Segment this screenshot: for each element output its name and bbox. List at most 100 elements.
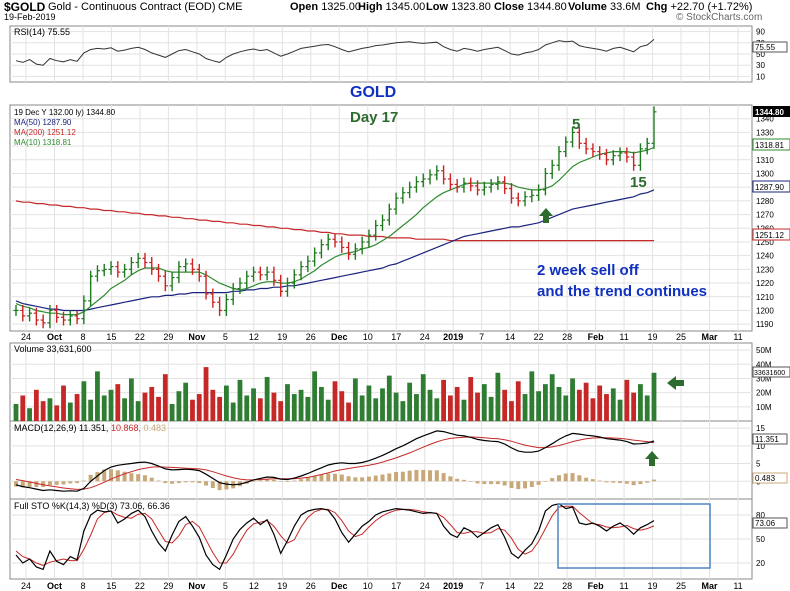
macd-hist-bar	[47, 481, 52, 486]
macd-hist-bar	[652, 479, 656, 482]
y-tick-label: 1230	[756, 265, 774, 274]
ma10-tag: 1318.81	[755, 141, 784, 150]
macd-hist-bar	[27, 481, 32, 487]
macd-hist-bar	[455, 478, 460, 482]
volume-bar	[610, 388, 616, 421]
macd-hist-bar	[441, 473, 446, 482]
macd-hist-bar	[136, 474, 141, 482]
macd-hist-bar	[265, 479, 270, 482]
macd-hist-bar	[34, 481, 39, 487]
open-stat: Open 1325.00	[290, 1, 361, 13]
volume-bar	[271, 392, 277, 421]
volume-bar	[183, 382, 189, 421]
volume-bar	[393, 392, 399, 421]
y-tick-label: 1240	[756, 252, 774, 261]
macd-hist-bar	[156, 480, 161, 482]
x-tick-label: 5	[223, 581, 228, 591]
instrument-name: Gold - Continuous Contract (EOD)	[48, 1, 216, 13]
x-tick-label: 19	[648, 332, 658, 342]
macd-panel	[9, 420, 753, 500]
volume-bars	[13, 367, 657, 421]
volume-bar	[122, 398, 127, 421]
macd-hist-bar	[590, 479, 595, 482]
x-tick-label: 10	[363, 581, 373, 591]
y-tick-label: 1330	[756, 128, 774, 137]
x-axis-labels-bottom: 24 Oct 8 15 22 29 Nov 5 12 19 26 Dec 10 17 24 2019 7 14 22…	[21, 581, 743, 591]
y-tick-label: 30M	[756, 374, 772, 383]
volume-tag-box	[752, 366, 790, 378]
volume-bar	[169, 403, 175, 421]
sto-tag: 73.06	[755, 519, 776, 528]
x-tick-label: 14	[505, 332, 515, 342]
macd-hist-bar	[570, 473, 575, 482]
x-tick-label: 12	[249, 581, 259, 591]
y-tick-label: 10	[756, 72, 765, 81]
volume-bar	[128, 378, 134, 421]
macd-hist-bar	[563, 473, 568, 482]
sto-axis: 80 50 20	[756, 511, 765, 568]
volume-bar	[149, 386, 155, 421]
volume-bar	[190, 399, 195, 421]
macd-hist-bar	[319, 474, 324, 482]
volume-stat: Volume 33.6M	[568, 1, 641, 13]
volume-bar	[135, 401, 141, 421]
ma200-tag: 1251.12	[755, 231, 784, 240]
source-link[interactable]: © StockCharts.com	[676, 12, 763, 23]
x-tick-label: 19	[277, 332, 287, 342]
annotation-wave15: 15	[630, 174, 647, 191]
x-tick-label: 10	[363, 332, 373, 342]
x-tick-label: Mar	[702, 581, 719, 591]
macd-hist-bar	[495, 481, 500, 485]
x-tick-label: 11	[619, 581, 628, 591]
volume-bar	[346, 402, 351, 421]
macd-hist-bar	[142, 475, 147, 482]
macd-legend: MACD(12,26,9) 11.351, 10.868, 0.483	[14, 423, 166, 433]
x-tick-label: 29	[163, 332, 173, 342]
macd-hist-bar	[224, 481, 229, 490]
volume-bar	[13, 403, 19, 421]
volume-bar	[434, 398, 440, 421]
y-tick-label: 10M	[756, 403, 772, 412]
volume-bar	[251, 388, 256, 421]
x-tick-label: 11	[733, 332, 742, 342]
macd-hist-bar	[190, 481, 195, 483]
up-arrow-icon	[539, 208, 553, 223]
annotation-day: Day 17	[350, 109, 398, 126]
x-tick-label: 14	[505, 581, 515, 591]
volume-bar	[570, 378, 575, 421]
macd-hist-bar	[509, 481, 514, 489]
volume-bar	[20, 395, 26, 421]
y-tick-label: 30	[756, 61, 765, 70]
volume-bar	[325, 399, 331, 421]
y-tick-label: 1310	[756, 156, 774, 165]
macd-hist-bar	[326, 473, 331, 482]
x-tick-label: 28	[562, 332, 572, 342]
macd-hist-bar	[387, 473, 392, 482]
highlight-box	[557, 503, 711, 569]
y-tick-label: 1200	[756, 306, 774, 315]
volume-bar	[468, 377, 474, 421]
x-tick-label: Mar	[702, 332, 719, 342]
y-tick-label: 90	[756, 28, 765, 37]
macd-hist-bar	[380, 474, 385, 482]
macd-hist-bar	[176, 481, 181, 484]
volume-bar	[509, 401, 514, 421]
volume-bar	[420, 374, 426, 421]
x-tick-label: 22	[135, 581, 145, 591]
volume-bar	[319, 386, 324, 421]
high-stat: High 1345.00	[358, 1, 426, 13]
macd-hist-bar	[523, 481, 528, 489]
rsi-value-tag-box	[752, 41, 788, 53]
sto-d-line	[15, 505, 655, 566]
volume-bar	[427, 389, 433, 421]
x-tick-label: 11	[619, 332, 628, 342]
macd-hist-bar	[468, 481, 473, 482]
y-tick-label: 20	[756, 559, 765, 568]
macd-hist-bar	[149, 477, 154, 482]
macd-hist-bar	[258, 480, 263, 482]
close-stat: Close 1344.80	[494, 1, 567, 13]
x-tick-label: Oct	[47, 581, 62, 591]
macd-hist-bar	[597, 480, 602, 482]
volume-bar	[162, 374, 168, 421]
volume-bar	[624, 379, 630, 421]
